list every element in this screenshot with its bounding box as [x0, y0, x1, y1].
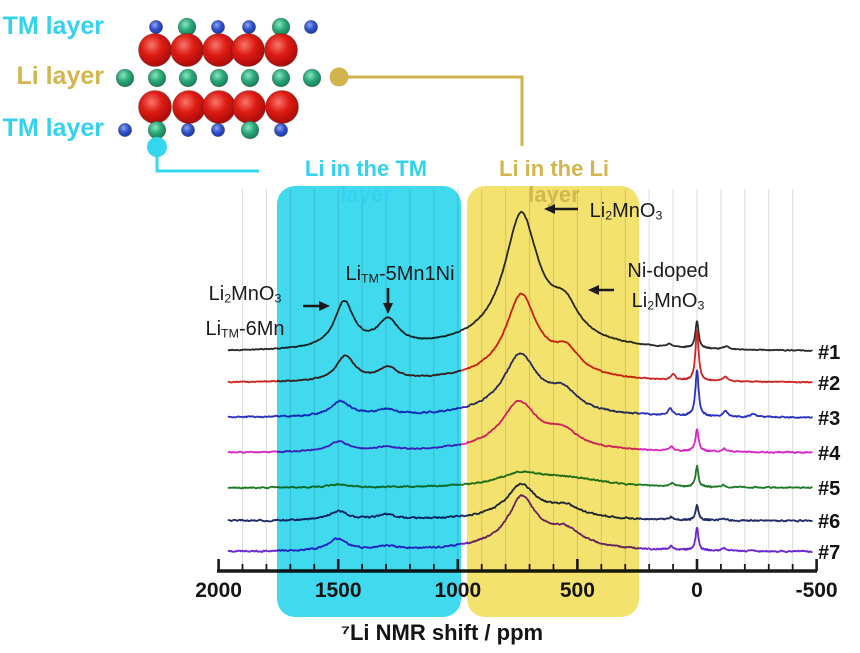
- atom-blue: [148, 19, 163, 34]
- li-in-tm-layer-label: Li in the TM layer: [304, 156, 428, 207]
- tm-layer-bottom-label: TM layer: [2, 114, 104, 142]
- atom-blue: [210, 19, 225, 34]
- atom-red: [172, 90, 206, 124]
- atom-green: [302, 68, 322, 88]
- atom-blue: [303, 19, 318, 34]
- atom-red: [231, 33, 265, 67]
- x-tick-label--500: -500: [795, 579, 838, 602]
- annotation-li2mno3: Li2MnO3: [589, 200, 663, 223]
- trace-label-1: #1: [818, 342, 841, 364]
- atom-blue: [180, 123, 195, 138]
- annotation-arrows: [303, 204, 614, 314]
- trace-label-2: #2: [818, 373, 841, 395]
- atom-green: [115, 68, 135, 88]
- atom-red: [264, 33, 298, 67]
- atom-blue: [241, 19, 256, 34]
- li-layer-label: Li layer: [16, 62, 104, 90]
- trace-label-3: #3: [818, 408, 841, 430]
- x-axis-title: ⁷Li NMR shift / ppm: [340, 620, 544, 645]
- atom-green: [240, 68, 260, 88]
- trace-label-5: #5: [818, 478, 841, 500]
- atom-red: [202, 90, 236, 124]
- annotation-litm-5mn1ni: LiTM-5Mn1Ni: [345, 263, 455, 286]
- x-tick-label-1000: 1000: [434, 579, 482, 602]
- trace-label-7: #7: [818, 542, 841, 564]
- x-tick-label-2000: 2000: [195, 579, 242, 602]
- atom-red: [265, 90, 299, 124]
- annotation-arrowhead: [588, 285, 599, 295]
- crystal-structure: [115, 17, 322, 140]
- gold-connector-line: [344, 75, 524, 146]
- x-tick-label-0: 0: [691, 579, 703, 602]
- atom-red: [138, 90, 172, 124]
- atom-green: [209, 68, 229, 88]
- atom-green: [147, 120, 167, 140]
- trace-label-6: #6: [818, 511, 841, 533]
- annotation-ni-doped-li2mno3: Ni-doped Li2MnO3: [627, 260, 709, 313]
- annotation-li2mno3-litm6mn: Li2MnO3 LiTM-6Mn: [205, 283, 285, 341]
- highlight-li-layer-region: [467, 186, 639, 617]
- trace-label-4: #4: [818, 443, 841, 465]
- atom-red: [138, 33, 172, 67]
- atom-green: [178, 68, 198, 88]
- annotation-arrowhead: [319, 301, 330, 311]
- atom-blue: [273, 123, 288, 138]
- atom-green: [240, 120, 260, 140]
- x-tick-label-1500: 1500: [314, 579, 362, 602]
- atom-blue: [210, 123, 225, 138]
- li-in-li-layer-label: Li in the Li layer: [499, 156, 609, 207]
- atom-red: [232, 90, 266, 124]
- x-tick-label-500: 500: [559, 579, 595, 602]
- tm-layer-top-label: TM layer: [2, 12, 104, 40]
- highlight-tm-layer-region: [277, 186, 461, 617]
- atom-blue: [118, 123, 133, 138]
- atom-red: [202, 33, 236, 67]
- annotation-arrowhead: [383, 303, 393, 314]
- annotation-arrowhead: [544, 204, 555, 214]
- atom-green: [271, 68, 291, 88]
- atom-green: [147, 68, 167, 88]
- gold-connector-dot: [329, 67, 349, 87]
- cyan-connector-line: [155, 152, 259, 173]
- cyan-connector-dot: [147, 137, 167, 157]
- atom-red: [170, 33, 204, 67]
